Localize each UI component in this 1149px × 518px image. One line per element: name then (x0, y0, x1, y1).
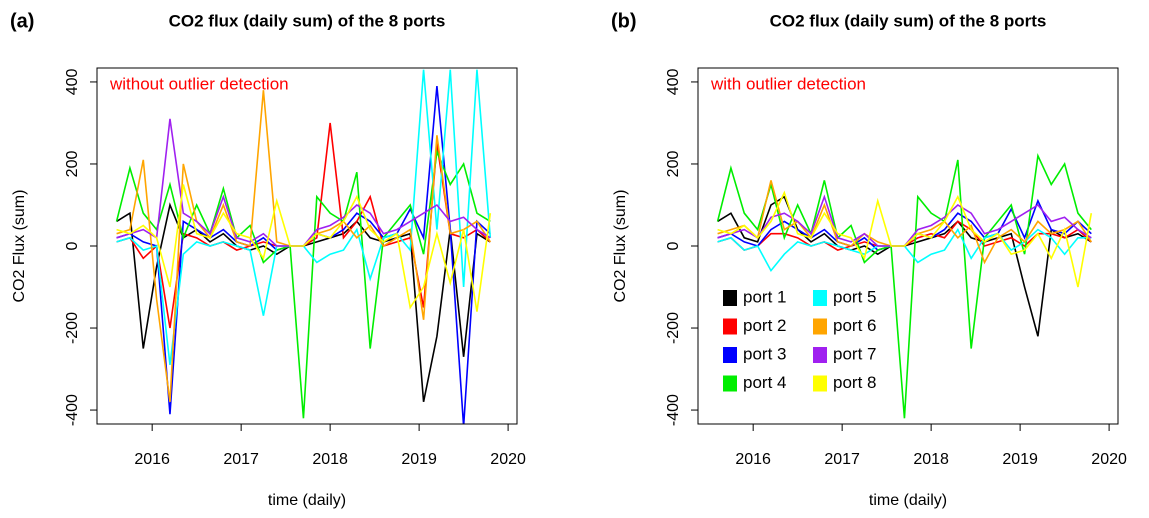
legend-swatch (813, 290, 827, 306)
y-tick-label: 0 (665, 241, 682, 250)
x-tick-label: 2018 (312, 451, 348, 468)
x-tick-label: 2017 (223, 451, 259, 468)
series-line (116, 184, 492, 312)
x-tick-label: 2019 (1002, 451, 1038, 468)
y-tick-label: 400 (665, 68, 682, 95)
legend-label: port 1 (743, 287, 786, 306)
legend-label: port 2 (743, 316, 786, 335)
chart-title: CO2 flux (daily sum) of the 8 ports (169, 11, 446, 30)
series-line (717, 180, 1092, 265)
y-tick-label: -200 (64, 312, 81, 344)
legend-label: port 6 (833, 316, 876, 335)
y-axis-label: CO2 Flux (sum) (11, 190, 28, 303)
y-tick-label: -400 (665, 394, 682, 426)
legend-label: port 5 (833, 287, 876, 306)
legend-label: port 4 (743, 373, 786, 392)
series-line (116, 122, 491, 329)
annotation: with outlier detection (710, 74, 866, 93)
legend-swatch (723, 375, 737, 392)
x-tick-label: 2020 (1091, 451, 1127, 468)
legend-swatch (813, 375, 827, 392)
panel-label: (b) (611, 10, 637, 32)
x-tick-label: 2020 (490, 451, 526, 468)
panel: (a) CO2 flux (daily sum) of the 8 ports ti… (10, 10, 526, 509)
x-tick-label: 2016 (134, 451, 170, 468)
series-group (716, 152, 1093, 419)
y-tick-label: 200 (64, 151, 81, 178)
legend-swatch (723, 290, 737, 306)
x-tick-label: 2018 (913, 451, 949, 468)
x-axis-label: time (daily) (268, 492, 346, 509)
x-tick-label: 2019 (401, 451, 437, 468)
y-tick-label: 0 (64, 241, 81, 250)
legend-swatch (813, 347, 827, 363)
annotation: without outlier detection (109, 74, 289, 93)
x-tick-label: 2016 (735, 451, 771, 468)
y-tick-label: -400 (64, 394, 81, 426)
legend-swatch (813, 318, 827, 335)
panel-label: (a) (10, 10, 34, 32)
y-tick-label: -200 (665, 312, 682, 344)
legend-swatch (723, 318, 737, 335)
series-line (717, 190, 1093, 288)
legend-label: port 7 (833, 344, 876, 363)
x-tick-label: 2017 (824, 451, 860, 468)
legend-label: port 3 (743, 344, 786, 363)
y-axis-label: CO2 Flux (sum) (612, 190, 629, 303)
series-group (115, 69, 492, 424)
y-tick-label: 400 (64, 68, 81, 95)
legend-swatch (723, 347, 737, 363)
y-tick-label: 200 (665, 151, 682, 178)
chart-title: CO2 flux (daily sum) of the 8 ports (770, 11, 1047, 30)
x-axis-label: time (daily) (869, 492, 947, 509)
panel: (b) CO2 flux (daily sum) of the 8 ports ti… (611, 10, 1127, 509)
series-line (716, 152, 1092, 419)
legend-label: port 8 (833, 373, 876, 392)
